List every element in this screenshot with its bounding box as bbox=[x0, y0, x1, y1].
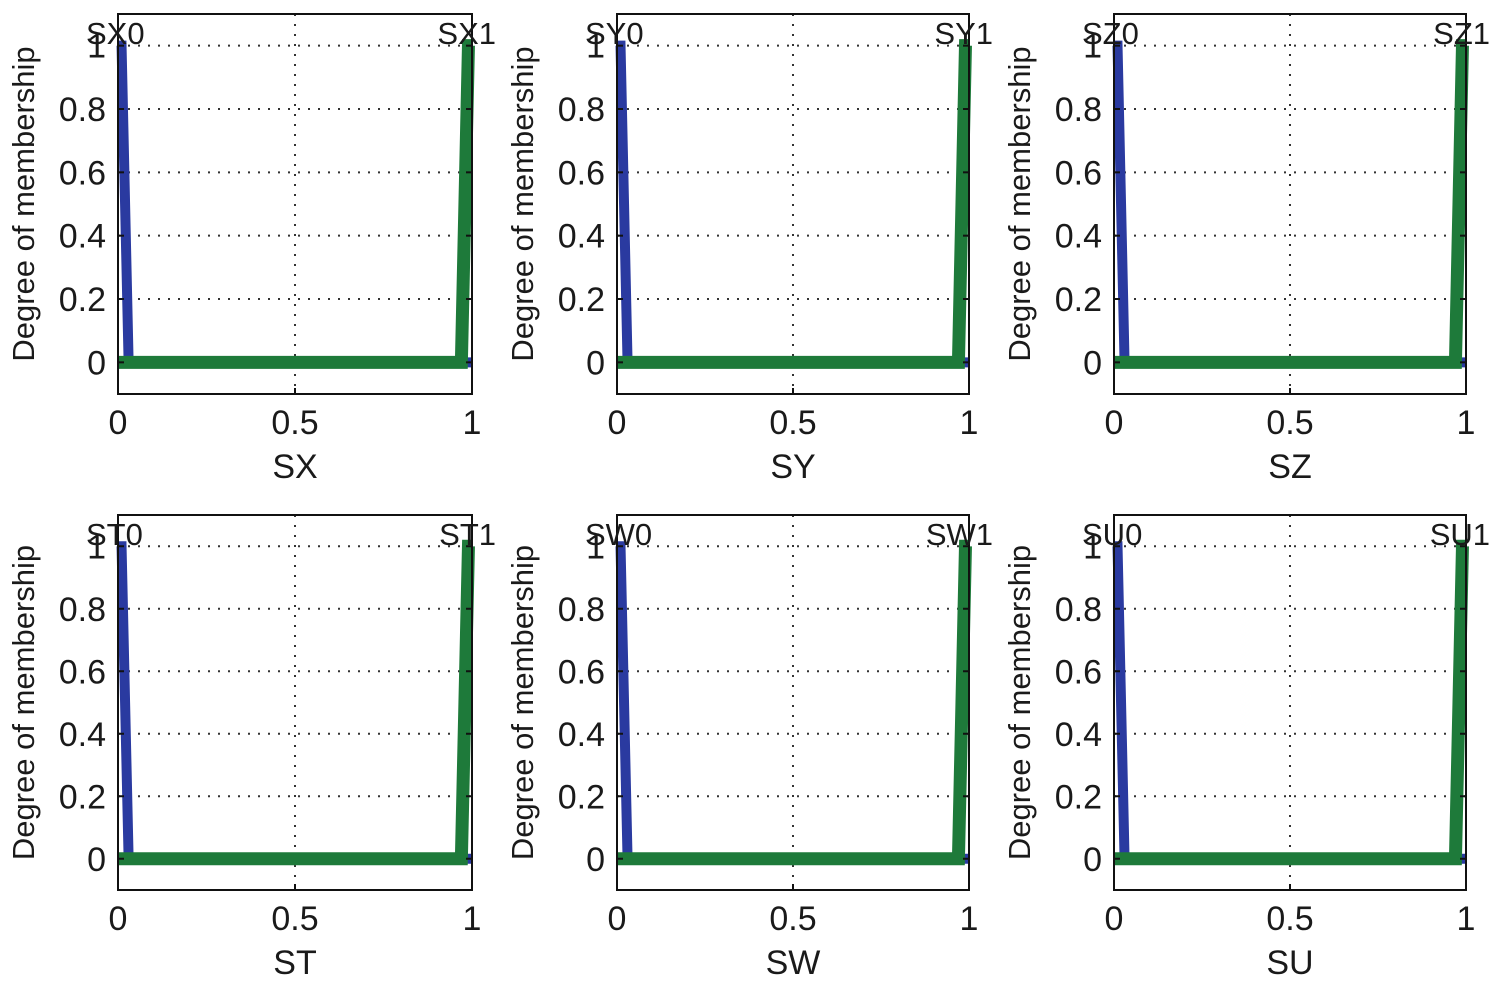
x-axis-label: SX bbox=[272, 448, 317, 486]
mf-label-high: ST1 bbox=[439, 517, 496, 552]
mf-label-low: SW0 bbox=[585, 517, 652, 552]
y-tick-label: 0.2 bbox=[1055, 778, 1102, 816]
x-tick-label: 0.5 bbox=[1266, 404, 1313, 442]
x-tick-label: 0.5 bbox=[769, 900, 816, 938]
y-tick-label: 0.4 bbox=[1055, 716, 1102, 754]
x-tick-label: 0.5 bbox=[271, 900, 318, 938]
x-tick-label: 0 bbox=[109, 404, 128, 442]
y-tick-label: 0 bbox=[586, 344, 605, 382]
y-tick-label: 1 bbox=[586, 28, 605, 66]
y-tick-label: 1 bbox=[1083, 28, 1102, 66]
y-tick-label: 0.4 bbox=[558, 716, 605, 754]
mf-label-low: ST0 bbox=[86, 517, 143, 552]
axes-frame bbox=[616, 514, 970, 891]
mf-label-low: SU0 bbox=[1082, 517, 1142, 552]
x-axis-label: SU bbox=[1266, 944, 1313, 982]
x-axis-label: SZ bbox=[1268, 448, 1311, 486]
y-tick-label: 0.2 bbox=[59, 281, 106, 319]
x-tick-label: 1 bbox=[1457, 900, 1476, 938]
x-tick-label: 0.5 bbox=[271, 404, 318, 442]
mf-label-high: SZ1 bbox=[1433, 16, 1490, 51]
x-axis-label: ST bbox=[273, 944, 316, 982]
y-tick-label: 0.4 bbox=[558, 218, 605, 256]
y-tick-label: 0 bbox=[87, 841, 106, 879]
series-su0 bbox=[1112, 541, 1466, 864]
chart-panel-sz: 0 0.2 0.4 0.6 0.8 1 0 0.5 1 SZ Degree of membershi… bbox=[1002, 13, 1490, 486]
y-tick-label: 1 bbox=[586, 528, 605, 566]
x-tick-label: 0 bbox=[1105, 404, 1124, 442]
chart-panel-sw: 0 0.2 0.4 0.6 0.8 1 0 0.5 1 SW Degree of membershi… bbox=[505, 514, 993, 982]
chart-panel-su: 0 0.2 0.4 0.6 0.8 1 0 0.5 1 SU Degree of membershi… bbox=[1002, 514, 1490, 982]
y-axis-label: Degree of membership bbox=[6, 545, 41, 860]
y-tick-label: 0.2 bbox=[1055, 281, 1102, 319]
y-axis-label: Degree of membership bbox=[6, 46, 41, 361]
x-tick-label: 0.5 bbox=[769, 404, 816, 442]
y-tick-label: 0.2 bbox=[558, 281, 605, 319]
x-tick-label: 0 bbox=[1105, 900, 1124, 938]
x-tick-label: 0.5 bbox=[1266, 900, 1313, 938]
mf-label-high: SX1 bbox=[437, 16, 496, 51]
y-tick-label: 0.6 bbox=[558, 154, 605, 192]
axes-frame bbox=[1113, 514, 1467, 891]
mf-label-high: SY1 bbox=[934, 16, 993, 51]
y-tick-label: 0.8 bbox=[1055, 591, 1102, 629]
y-axis-label: Degree of membership bbox=[1002, 545, 1037, 860]
y-tick-label: 0.4 bbox=[1055, 218, 1102, 256]
chart-panel-sy: 0 0.2 0.4 0.6 0.8 1 0 0.5 1 SY Degree of membershi… bbox=[505, 13, 993, 486]
y-tick-label: 0.8 bbox=[59, 591, 106, 629]
x-tick-label: 1 bbox=[1457, 404, 1476, 442]
x-tick-label: 0 bbox=[109, 900, 128, 938]
y-tick-label: 1 bbox=[1083, 528, 1102, 566]
x-axis-label: SY bbox=[770, 448, 815, 486]
series-su1 bbox=[1114, 539, 1469, 866]
chart-panel-sx: 0 0.2 0.4 0.6 0.8 1 0 0.5 1 SX Degree of membershi… bbox=[6, 13, 496, 486]
y-tick-label: 0 bbox=[1083, 344, 1102, 382]
y-axis-label: Degree of membership bbox=[505, 545, 540, 860]
x-tick-label: 1 bbox=[960, 900, 979, 938]
series-sw1 bbox=[617, 539, 972, 866]
y-tick-label: 0.8 bbox=[1055, 91, 1102, 129]
y-axis-label: Degree of membership bbox=[505, 46, 540, 361]
y-tick-label: 0.2 bbox=[558, 778, 605, 816]
x-tick-label: 1 bbox=[463, 404, 482, 442]
series-st1 bbox=[118, 539, 475, 866]
y-tick-label: 0 bbox=[586, 841, 605, 879]
x-tick-label: 1 bbox=[463, 900, 482, 938]
x-tick-label: 0 bbox=[608, 404, 627, 442]
y-tick-label: 1 bbox=[87, 528, 106, 566]
mf-label-low: SX0 bbox=[86, 16, 145, 51]
y-tick-label: 0.4 bbox=[59, 716, 106, 754]
y-tick-label: 0.8 bbox=[558, 591, 605, 629]
mf-label-low: SY0 bbox=[585, 16, 644, 51]
series-st0 bbox=[116, 541, 472, 864]
y-tick-label: 0 bbox=[1083, 841, 1102, 879]
x-tick-label: 0 bbox=[608, 900, 627, 938]
series-sw0 bbox=[615, 541, 969, 864]
y-axis-label: Degree of membership bbox=[1002, 46, 1037, 361]
y-tick-label: 0.6 bbox=[59, 653, 106, 691]
y-tick-label: 0.6 bbox=[558, 653, 605, 691]
x-tick-label: 1 bbox=[960, 404, 979, 442]
y-tick-label: 0.2 bbox=[59, 778, 106, 816]
mf-label-high: SU1 bbox=[1430, 517, 1490, 552]
y-tick-label: 0.8 bbox=[558, 91, 605, 129]
y-tick-label: 0.6 bbox=[1055, 653, 1102, 691]
mf-label-high: SW1 bbox=[926, 517, 993, 552]
mf-label-low: SZ0 bbox=[1082, 16, 1139, 51]
y-tick-label: 0.4 bbox=[59, 218, 106, 256]
y-tick-label: 1 bbox=[87, 28, 106, 66]
y-tick-label: 0 bbox=[87, 344, 106, 382]
y-tick-label: 0.8 bbox=[59, 91, 106, 129]
chart-panel-st: 0 0.2 0.4 0.6 0.8 1 0 0.5 1 ST Degree of membershi… bbox=[6, 514, 496, 982]
axes-frame bbox=[117, 514, 473, 891]
x-axis-label: SW bbox=[766, 944, 821, 982]
y-tick-label: 0.6 bbox=[1055, 154, 1102, 192]
y-tick-label: 0.6 bbox=[59, 154, 106, 192]
